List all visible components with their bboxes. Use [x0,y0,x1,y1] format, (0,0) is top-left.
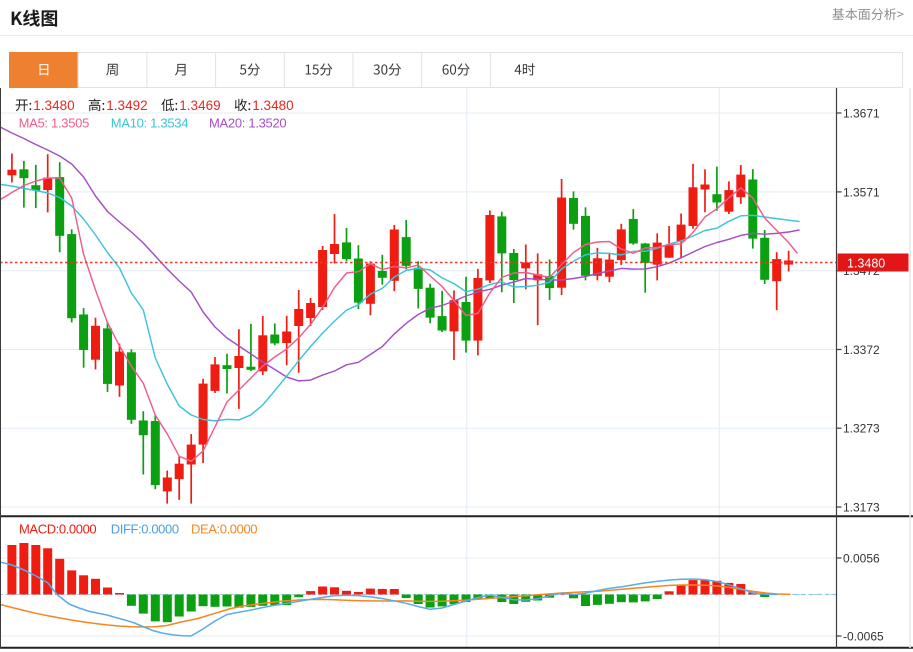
svg-text:1.3480: 1.3480 [847,256,885,270]
svg-text:MA10: 1.3534: MA10: 1.3534 [111,116,188,131]
svg-text:MA5: 1.3505: MA5: 1.3505 [19,116,89,131]
svg-text:DEA:0.0000: DEA:0.0000 [191,522,257,537]
svg-text:1.3480: 1.3480 [33,98,74,113]
svg-text:1.3480: 1.3480 [252,98,293,113]
svg-text:1.3273: 1.3273 [843,422,880,436]
svg-text:1.3492: 1.3492 [106,98,147,113]
svg-text:MA20: 1.3520: MA20: 1.3520 [209,116,286,131]
svg-text:1.3571: 1.3571 [843,185,880,199]
svg-text:1.3173: 1.3173 [843,501,880,515]
svg-text:MACD:0.0000: MACD:0.0000 [19,522,96,537]
svg-text:-0.0065: -0.0065 [843,630,884,644]
svg-text:1.3671: 1.3671 [843,107,880,121]
svg-text:1.3469: 1.3469 [179,98,220,113]
svg-text:1.3372: 1.3372 [843,343,880,357]
svg-text:0.0056: 0.0056 [843,552,880,566]
svg-text:DIFF:0.0000: DIFF:0.0000 [111,522,179,537]
